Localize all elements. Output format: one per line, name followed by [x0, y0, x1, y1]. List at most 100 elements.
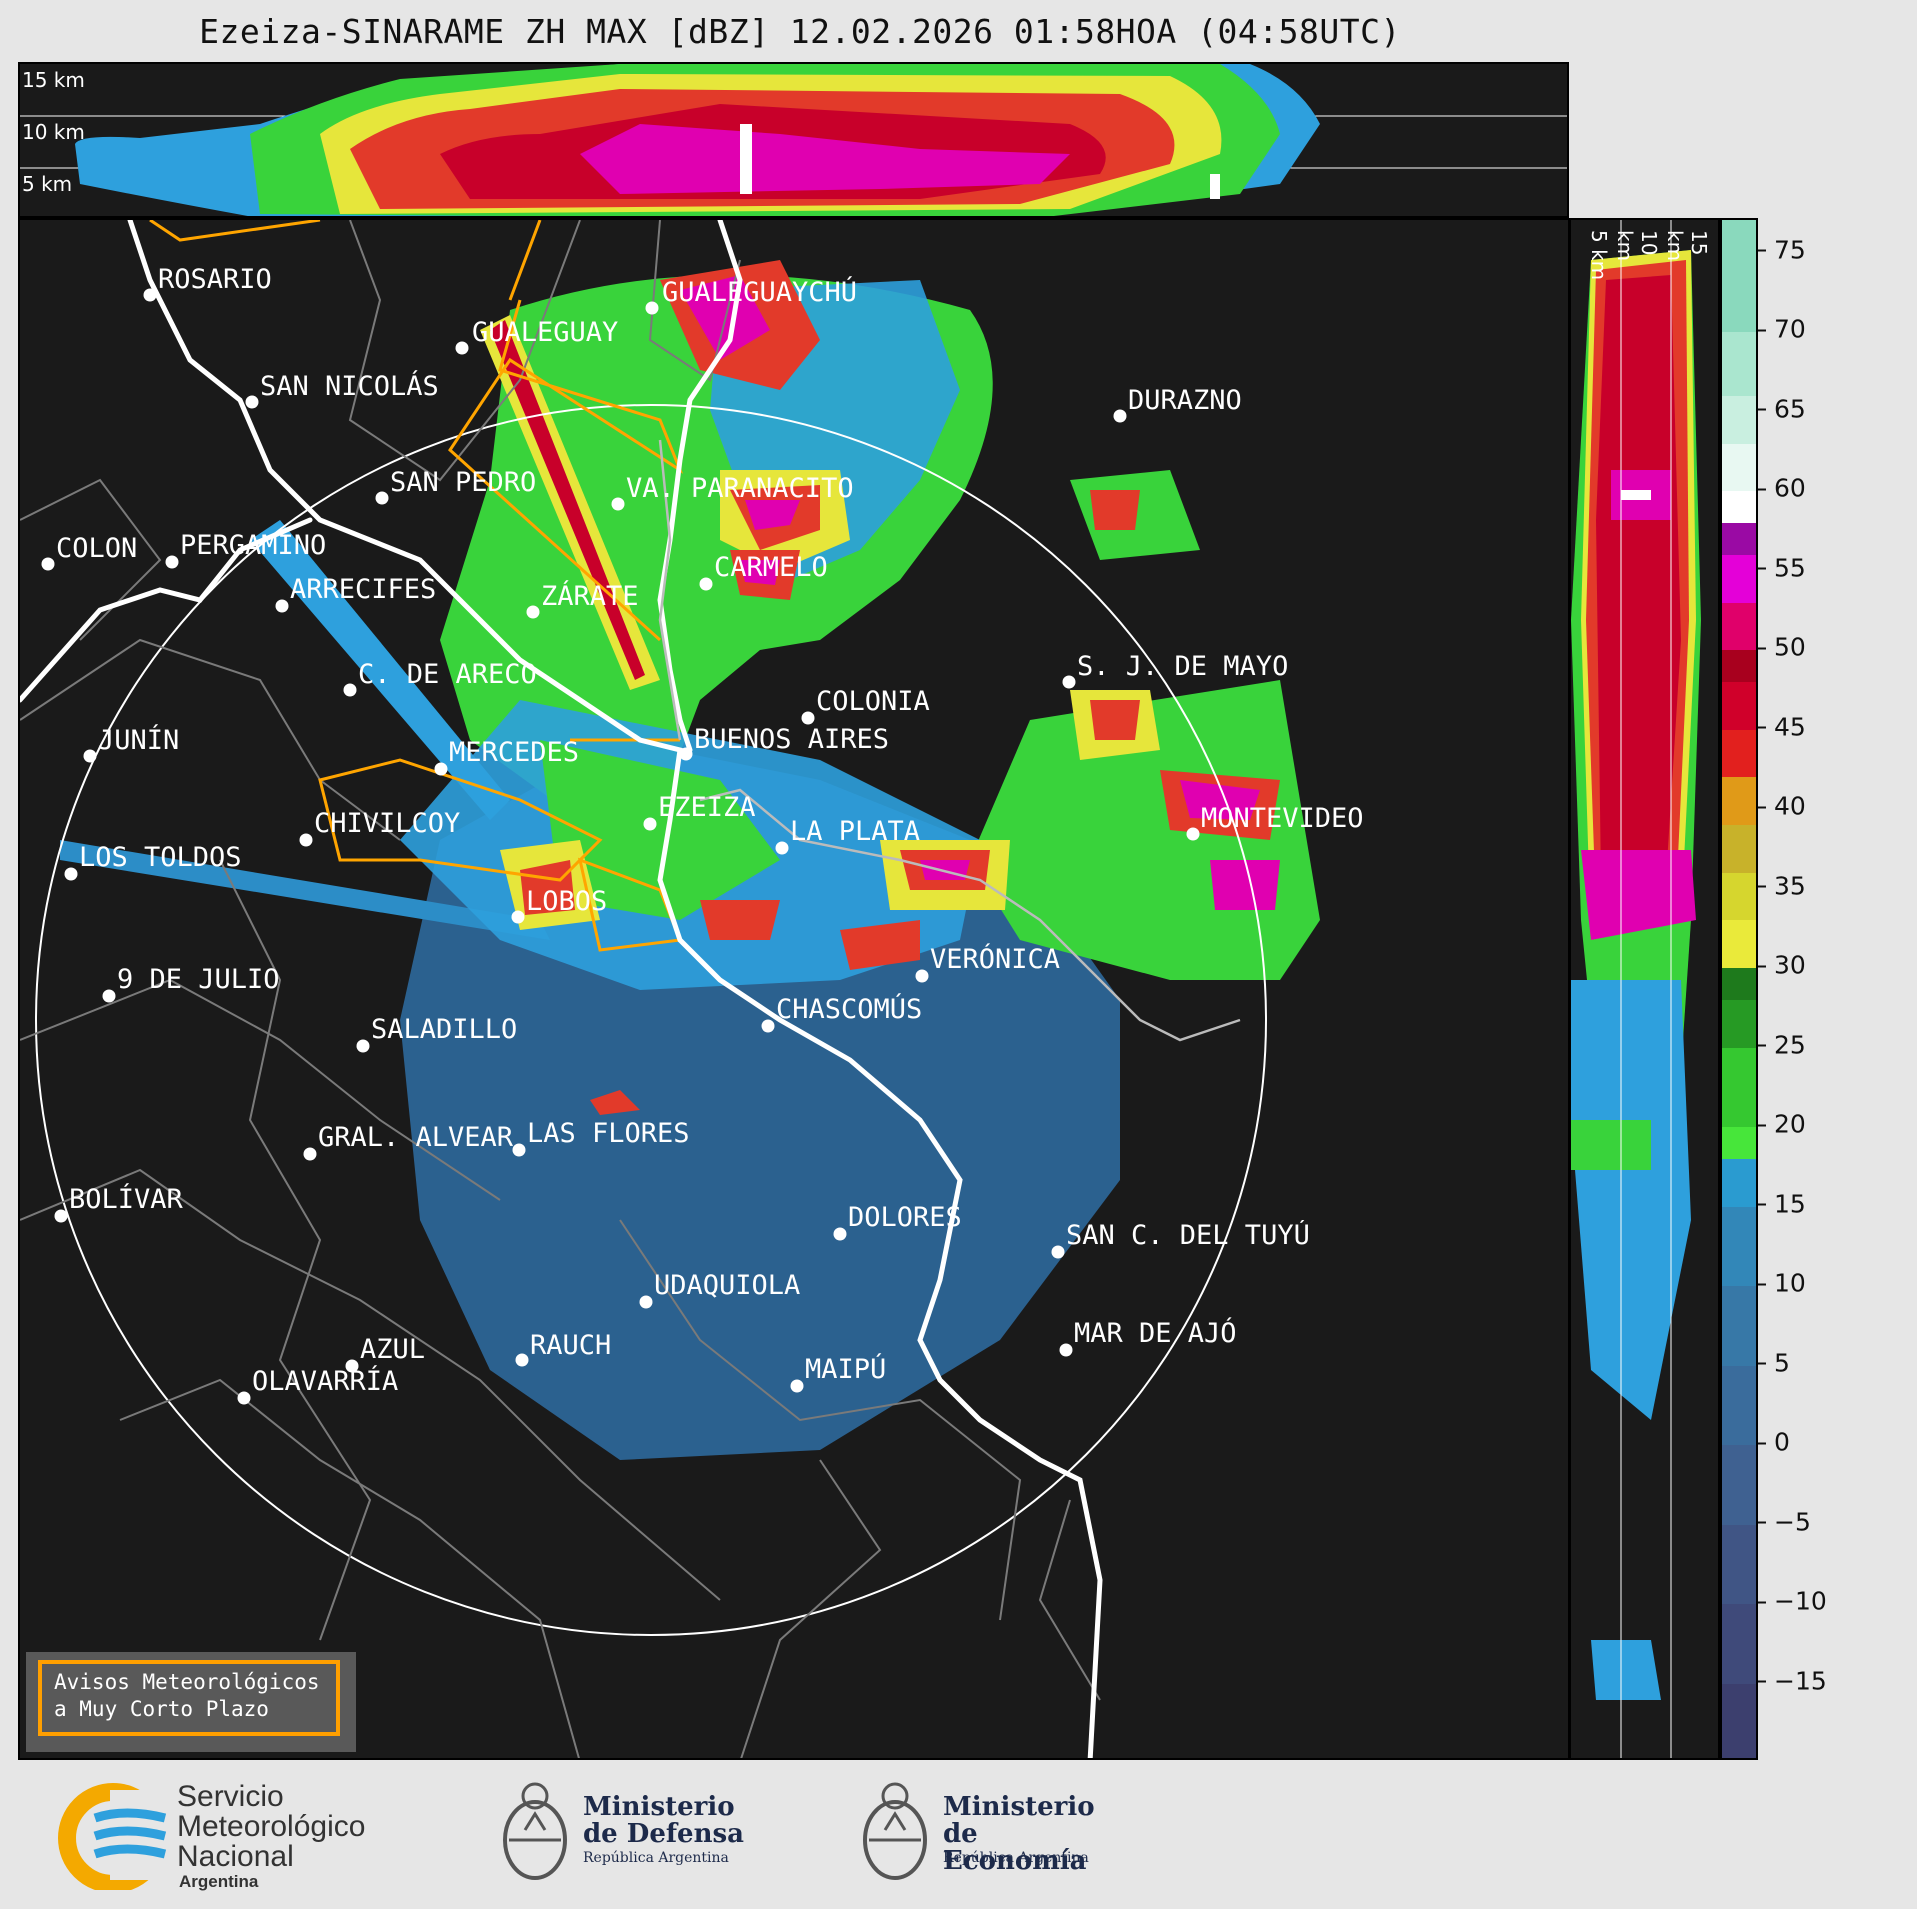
- city-dot-va-paranacito: [611, 497, 625, 511]
- defensa-line-1: Ministerio: [583, 1792, 735, 1822]
- city-label-san-c-del-tuyu: SAN C. DEL TUYÚ: [1066, 1220, 1310, 1251]
- city-label-gral-alvear: GRAL. ALVEAR: [318, 1122, 514, 1153]
- colorbar-tick-label: 15: [1758, 1189, 1820, 1218]
- city-label-rosario: ROSARIO: [158, 264, 272, 295]
- colorbar-segment: [1722, 1682, 1756, 1758]
- city-dot-mercedes: [434, 762, 448, 776]
- smn-line-2: Meteorológico: [177, 1810, 366, 1843]
- city-label-san-pedro: SAN PEDRO: [390, 467, 537, 498]
- city-label-montevideo: MONTEVIDEO: [1201, 803, 1364, 834]
- city-label-dolores: DOLORES: [848, 1202, 962, 1233]
- smn-line-4: Argentina: [179, 1872, 259, 1891]
- side-altitude-label-15: 15 km: [1663, 230, 1711, 262]
- coastlines: [20, 220, 1103, 1758]
- city-dot-zarate: [526, 605, 540, 619]
- city-label-gualeguaychu: GUALEGUAYCHÚ: [662, 277, 858, 308]
- city-dot-sj-de-mayo: [1062, 675, 1076, 689]
- colorbar-segment: [1722, 1126, 1756, 1159]
- city-label-chivilcoy: CHIVILCOY: [314, 808, 461, 839]
- city-label-junin: JUNÍN: [98, 725, 180, 756]
- city-label-rauch: RAUCH: [530, 1330, 612, 1361]
- city-dot-san-c-del-tuyu: [1051, 1245, 1065, 1259]
- colorbar-segment: [1722, 728, 1756, 778]
- colorbar-tick-label: 20: [1758, 1110, 1820, 1139]
- city-dot-colon: [41, 557, 55, 571]
- colorbar-tick-label: 5: [1758, 1348, 1820, 1377]
- city-dot-maipu: [790, 1379, 804, 1393]
- colorbar-segment: [1722, 601, 1756, 651]
- warning-line-2: a Muy Corto Plazo: [54, 1697, 269, 1721]
- city-dot-chascomus: [761, 1019, 775, 1033]
- economia-line-1: Ministerio: [943, 1792, 1095, 1822]
- colorbar-tick-label: 60: [1758, 474, 1820, 503]
- colorbar-segment: [1722, 1285, 1756, 1366]
- colorbar-tick-label: 35: [1758, 871, 1820, 900]
- city-label-arrecifes: ARRECIFES: [290, 574, 437, 605]
- colorbar-segment: [1722, 1046, 1756, 1128]
- warning-line-1: Avisos Meteorológicos: [54, 1670, 320, 1694]
- city-label-saladillo: SALADILLO: [371, 1014, 518, 1045]
- top-cross-section-echoes: [20, 64, 1567, 216]
- colorbar-tick-label: 45: [1758, 712, 1820, 741]
- city-dot-pergamino: [165, 555, 179, 569]
- smn-line-3: Nacional: [177, 1840, 294, 1873]
- colorbar-segment: [1722, 1444, 1756, 1525]
- city-dot-olavarria: [237, 1391, 251, 1405]
- colorbar-segment: [1722, 490, 1756, 524]
- city-dot-gualeguaychu: [645, 301, 659, 315]
- city-dot-saladillo: [356, 1039, 370, 1053]
- economia-line-2: de Economía: [943, 1819, 1087, 1876]
- city-label-carmelo: CARMELO: [714, 552, 828, 583]
- colorbar-segment: [1722, 681, 1756, 730]
- city-dot-dolores: [833, 1227, 847, 1241]
- colorbar-segment: [1722, 871, 1756, 921]
- city-label-mar-de-ajo: MAR DE AJÓ: [1074, 1318, 1237, 1349]
- colorbar-segment: [1722, 1603, 1756, 1684]
- colorbar-segment: [1722, 522, 1756, 555]
- city-label-mercedes: MERCEDES: [449, 737, 580, 768]
- city-label-sj-de-mayo: S. J. DE MAYO: [1077, 651, 1289, 682]
- city-dot-montevideo: [1186, 827, 1200, 841]
- colorbar-segment: [1722, 1157, 1756, 1207]
- city-label-los-toldos: LOS TOLDOS: [79, 842, 242, 873]
- city-label-durazno: DURAZNO: [1128, 385, 1242, 416]
- top-cross-section-panel: 15 km 10 km 5 km: [18, 62, 1569, 218]
- city-dot-rosario: [143, 288, 157, 302]
- colorbar-segment: [1722, 824, 1756, 873]
- colorbar-segment: [1722, 776, 1756, 826]
- colorbar-segment: [1722, 1205, 1756, 1287]
- city-dot-lobos: [511, 910, 525, 924]
- city-dot-arrecifes: [275, 599, 289, 613]
- city-dot-mar-de-ajo: [1059, 1343, 1073, 1357]
- smn-logo: Servicio Meteorológico Nacional Argentin…: [55, 1780, 395, 1891]
- side-cross-section-panel: 5 km 10 km 15 km: [1569, 218, 1720, 1760]
- colorbar-segment: [1722, 1523, 1756, 1605]
- coastline-uruguay: [658, 439, 1241, 1042]
- city-label-bolivar: BOLÍVAR: [69, 1184, 183, 1215]
- city-dot-san-nicolas: [245, 395, 259, 409]
- city-label-9-de-julio: 9 DE JULIO: [117, 964, 280, 995]
- smn-line-1: Servicio: [177, 1780, 284, 1813]
- city-dot-buenos-aires: [679, 747, 693, 761]
- coat-of-arms-icon: [863, 1782, 927, 1880]
- defensa-logo: Ministerio de Defensa República Argentin…: [495, 1780, 755, 1890]
- city-label-pergamino: PERGAMINO: [180, 530, 327, 561]
- top-altitude-label-10: 10 km: [22, 120, 85, 144]
- colorbar-tick-label: 25: [1758, 1030, 1820, 1059]
- city-label-colonia: COLONIA: [816, 686, 930, 717]
- colorbar-segment: [1722, 394, 1756, 444]
- colorbar-segment: [1722, 998, 1756, 1048]
- top-altitude-label-15: 15 km: [22, 68, 85, 92]
- city-dot-ezeiza: [643, 817, 657, 831]
- colorbar-tick-label: 55: [1758, 553, 1820, 582]
- city-dot-colonia: [801, 711, 815, 725]
- colorbar-segment: [1722, 1364, 1756, 1446]
- colorbar-tick-label: −10: [1758, 1587, 1827, 1616]
- city-dot-rauch: [515, 1353, 529, 1367]
- coat-of-arms-icon: [503, 1782, 567, 1880]
- side-altitude-label-5: 5 km: [1587, 230, 1611, 281]
- city-label-c-de-areco: C. DE ARECO: [358, 659, 537, 690]
- city-dot-carmelo: [699, 577, 713, 591]
- top-altitude-label-5: 5 km: [22, 172, 73, 196]
- city-label-maipu: MAIPÚ: [805, 1354, 887, 1385]
